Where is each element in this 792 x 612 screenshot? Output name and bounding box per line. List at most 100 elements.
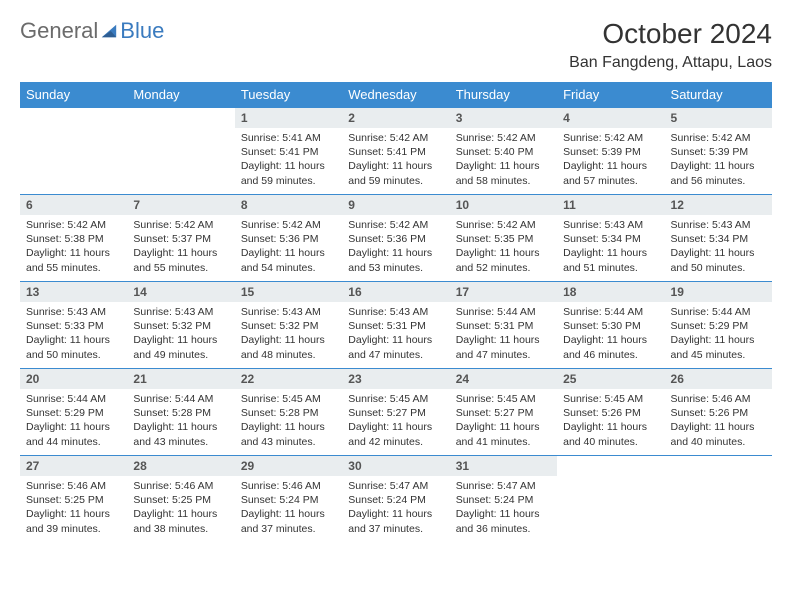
calendar-day-cell: 29Sunrise: 5:46 AMSunset: 5:24 PMDayligh… <box>235 456 342 543</box>
calendar-week-row: 20Sunrise: 5:44 AMSunset: 5:29 PMDayligh… <box>20 369 772 456</box>
day-number: 29 <box>235 456 342 476</box>
calendar-day-cell: 28Sunrise: 5:46 AMSunset: 5:25 PMDayligh… <box>127 456 234 543</box>
brand-word-general: General <box>20 18 98 44</box>
calendar-day-cell: 30Sunrise: 5:47 AMSunset: 5:24 PMDayligh… <box>342 456 449 543</box>
day-number: 9 <box>342 195 449 215</box>
day-number: 20 <box>20 369 127 389</box>
day-number: 7 <box>127 195 234 215</box>
brand-logo: General Blue <box>20 18 164 44</box>
day-details: Sunrise: 5:41 AMSunset: 5:41 PMDaylight:… <box>235 128 342 192</box>
day-details: Sunrise: 5:42 AMSunset: 5:35 PMDaylight:… <box>450 215 557 279</box>
weekday-header: Wednesday <box>342 82 449 108</box>
calendar-week-row: 13Sunrise: 5:43 AMSunset: 5:33 PMDayligh… <box>20 282 772 369</box>
day-details: Sunrise: 5:47 AMSunset: 5:24 PMDaylight:… <box>342 476 449 540</box>
weekday-header: Sunday <box>20 82 127 108</box>
day-details: Sunrise: 5:43 AMSunset: 5:32 PMDaylight:… <box>127 302 234 366</box>
calendar-day-cell: 15Sunrise: 5:43 AMSunset: 5:32 PMDayligh… <box>235 282 342 369</box>
day-details: Sunrise: 5:43 AMSunset: 5:31 PMDaylight:… <box>342 302 449 366</box>
weekday-header-row: SundayMondayTuesdayWednesdayThursdayFrid… <box>20 82 772 108</box>
day-details: Sunrise: 5:42 AMSunset: 5:38 PMDaylight:… <box>20 215 127 279</box>
calendar-day-cell: 22Sunrise: 5:45 AMSunset: 5:28 PMDayligh… <box>235 369 342 456</box>
calendar-day-cell: 18Sunrise: 5:44 AMSunset: 5:30 PMDayligh… <box>557 282 664 369</box>
calendar-day-cell: 23Sunrise: 5:45 AMSunset: 5:27 PMDayligh… <box>342 369 449 456</box>
day-number: 27 <box>20 456 127 476</box>
day-number: 31 <box>450 456 557 476</box>
day-details: Sunrise: 5:45 AMSunset: 5:27 PMDaylight:… <box>450 389 557 453</box>
day-details: Sunrise: 5:42 AMSunset: 5:41 PMDaylight:… <box>342 128 449 192</box>
calendar-day-cell: 12Sunrise: 5:43 AMSunset: 5:34 PMDayligh… <box>665 195 772 282</box>
day-details: Sunrise: 5:42 AMSunset: 5:39 PMDaylight:… <box>557 128 664 192</box>
calendar-day-cell: 25Sunrise: 5:45 AMSunset: 5:26 PMDayligh… <box>557 369 664 456</box>
calendar-day-cell: 2Sunrise: 5:42 AMSunset: 5:41 PMDaylight… <box>342 108 449 195</box>
calendar-day-cell: 1Sunrise: 5:41 AMSunset: 5:41 PMDaylight… <box>235 108 342 195</box>
day-details: Sunrise: 5:43 AMSunset: 5:34 PMDaylight:… <box>557 215 664 279</box>
day-number: 26 <box>665 369 772 389</box>
calendar-day-cell: 10Sunrise: 5:42 AMSunset: 5:35 PMDayligh… <box>450 195 557 282</box>
day-number: 8 <box>235 195 342 215</box>
calendar-day-cell: 19Sunrise: 5:44 AMSunset: 5:29 PMDayligh… <box>665 282 772 369</box>
day-details: Sunrise: 5:46 AMSunset: 5:25 PMDaylight:… <box>20 476 127 540</box>
calendar-day-cell: 4Sunrise: 5:42 AMSunset: 5:39 PMDaylight… <box>557 108 664 195</box>
day-number: 4 <box>557 108 664 128</box>
day-details: Sunrise: 5:46 AMSunset: 5:25 PMDaylight:… <box>127 476 234 540</box>
weekday-header: Thursday <box>450 82 557 108</box>
day-number: 18 <box>557 282 664 302</box>
location-subtitle: Ban Fangdeng, Attapu, Laos <box>569 54 772 72</box>
day-details: Sunrise: 5:44 AMSunset: 5:31 PMDaylight:… <box>450 302 557 366</box>
calendar-day-cell: 14Sunrise: 5:43 AMSunset: 5:32 PMDayligh… <box>127 282 234 369</box>
month-year-title: October 2024 <box>569 18 772 50</box>
calendar-day-cell: . <box>20 108 127 195</box>
day-number: 1 <box>235 108 342 128</box>
calendar-day-cell: 24Sunrise: 5:45 AMSunset: 5:27 PMDayligh… <box>450 369 557 456</box>
day-details: Sunrise: 5:43 AMSunset: 5:32 PMDaylight:… <box>235 302 342 366</box>
calendar-week-row: . . 1Sunrise: 5:41 AMSunset: 5:41 PMDayl… <box>20 108 772 195</box>
sail-icon <box>100 22 118 40</box>
day-number: 28 <box>127 456 234 476</box>
day-number: 25 <box>557 369 664 389</box>
day-number: 17 <box>450 282 557 302</box>
day-number: 21 <box>127 369 234 389</box>
calendar-day-cell: 6Sunrise: 5:42 AMSunset: 5:38 PMDaylight… <box>20 195 127 282</box>
calendar-day-cell: 13Sunrise: 5:43 AMSunset: 5:33 PMDayligh… <box>20 282 127 369</box>
day-number: 23 <box>342 369 449 389</box>
day-details: Sunrise: 5:42 AMSunset: 5:39 PMDaylight:… <box>665 128 772 192</box>
page-header: General Blue October 2024 Ban Fangdeng, … <box>20 18 772 72</box>
calendar-day-cell: 27Sunrise: 5:46 AMSunset: 5:25 PMDayligh… <box>20 456 127 543</box>
calendar-week-row: 27Sunrise: 5:46 AMSunset: 5:25 PMDayligh… <box>20 456 772 543</box>
day-details: Sunrise: 5:44 AMSunset: 5:30 PMDaylight:… <box>557 302 664 366</box>
day-details: Sunrise: 5:46 AMSunset: 5:26 PMDaylight:… <box>665 389 772 453</box>
calendar-day-cell: 26Sunrise: 5:46 AMSunset: 5:26 PMDayligh… <box>665 369 772 456</box>
day-number: 24 <box>450 369 557 389</box>
calendar-body: . . 1Sunrise: 5:41 AMSunset: 5:41 PMDayl… <box>20 108 772 543</box>
calendar-day-cell: 8Sunrise: 5:42 AMSunset: 5:36 PMDaylight… <box>235 195 342 282</box>
day-number: 2 <box>342 108 449 128</box>
calendar-day-cell: 31Sunrise: 5:47 AMSunset: 5:24 PMDayligh… <box>450 456 557 543</box>
calendar-day-cell: . <box>127 108 234 195</box>
day-number: 22 <box>235 369 342 389</box>
day-details: Sunrise: 5:42 AMSunset: 5:37 PMDaylight:… <box>127 215 234 279</box>
calendar-day-cell: 11Sunrise: 5:43 AMSunset: 5:34 PMDayligh… <box>557 195 664 282</box>
day-details: Sunrise: 5:44 AMSunset: 5:29 PMDaylight:… <box>665 302 772 366</box>
calendar-day-cell: 7Sunrise: 5:42 AMSunset: 5:37 PMDaylight… <box>127 195 234 282</box>
day-details: Sunrise: 5:46 AMSunset: 5:24 PMDaylight:… <box>235 476 342 540</box>
day-number: 10 <box>450 195 557 215</box>
day-details: Sunrise: 5:43 AMSunset: 5:33 PMDaylight:… <box>20 302 127 366</box>
day-details: Sunrise: 5:44 AMSunset: 5:29 PMDaylight:… <box>20 389 127 453</box>
calendar-day-cell: 20Sunrise: 5:44 AMSunset: 5:29 PMDayligh… <box>20 369 127 456</box>
day-number: 6 <box>20 195 127 215</box>
day-number: 11 <box>557 195 664 215</box>
weekday-header: Tuesday <box>235 82 342 108</box>
calendar-day-cell: 16Sunrise: 5:43 AMSunset: 5:31 PMDayligh… <box>342 282 449 369</box>
calendar-day-cell: 17Sunrise: 5:44 AMSunset: 5:31 PMDayligh… <box>450 282 557 369</box>
day-number: 19 <box>665 282 772 302</box>
day-number: 3 <box>450 108 557 128</box>
day-number: 15 <box>235 282 342 302</box>
day-details: Sunrise: 5:42 AMSunset: 5:36 PMDaylight:… <box>342 215 449 279</box>
calendar-day-cell: 5Sunrise: 5:42 AMSunset: 5:39 PMDaylight… <box>665 108 772 195</box>
day-details: Sunrise: 5:43 AMSunset: 5:34 PMDaylight:… <box>665 215 772 279</box>
calendar-day-cell: 21Sunrise: 5:44 AMSunset: 5:28 PMDayligh… <box>127 369 234 456</box>
day-details: Sunrise: 5:45 AMSunset: 5:26 PMDaylight:… <box>557 389 664 453</box>
day-number: 14 <box>127 282 234 302</box>
calendar-week-row: 6Sunrise: 5:42 AMSunset: 5:38 PMDaylight… <box>20 195 772 282</box>
weekday-header: Saturday <box>665 82 772 108</box>
